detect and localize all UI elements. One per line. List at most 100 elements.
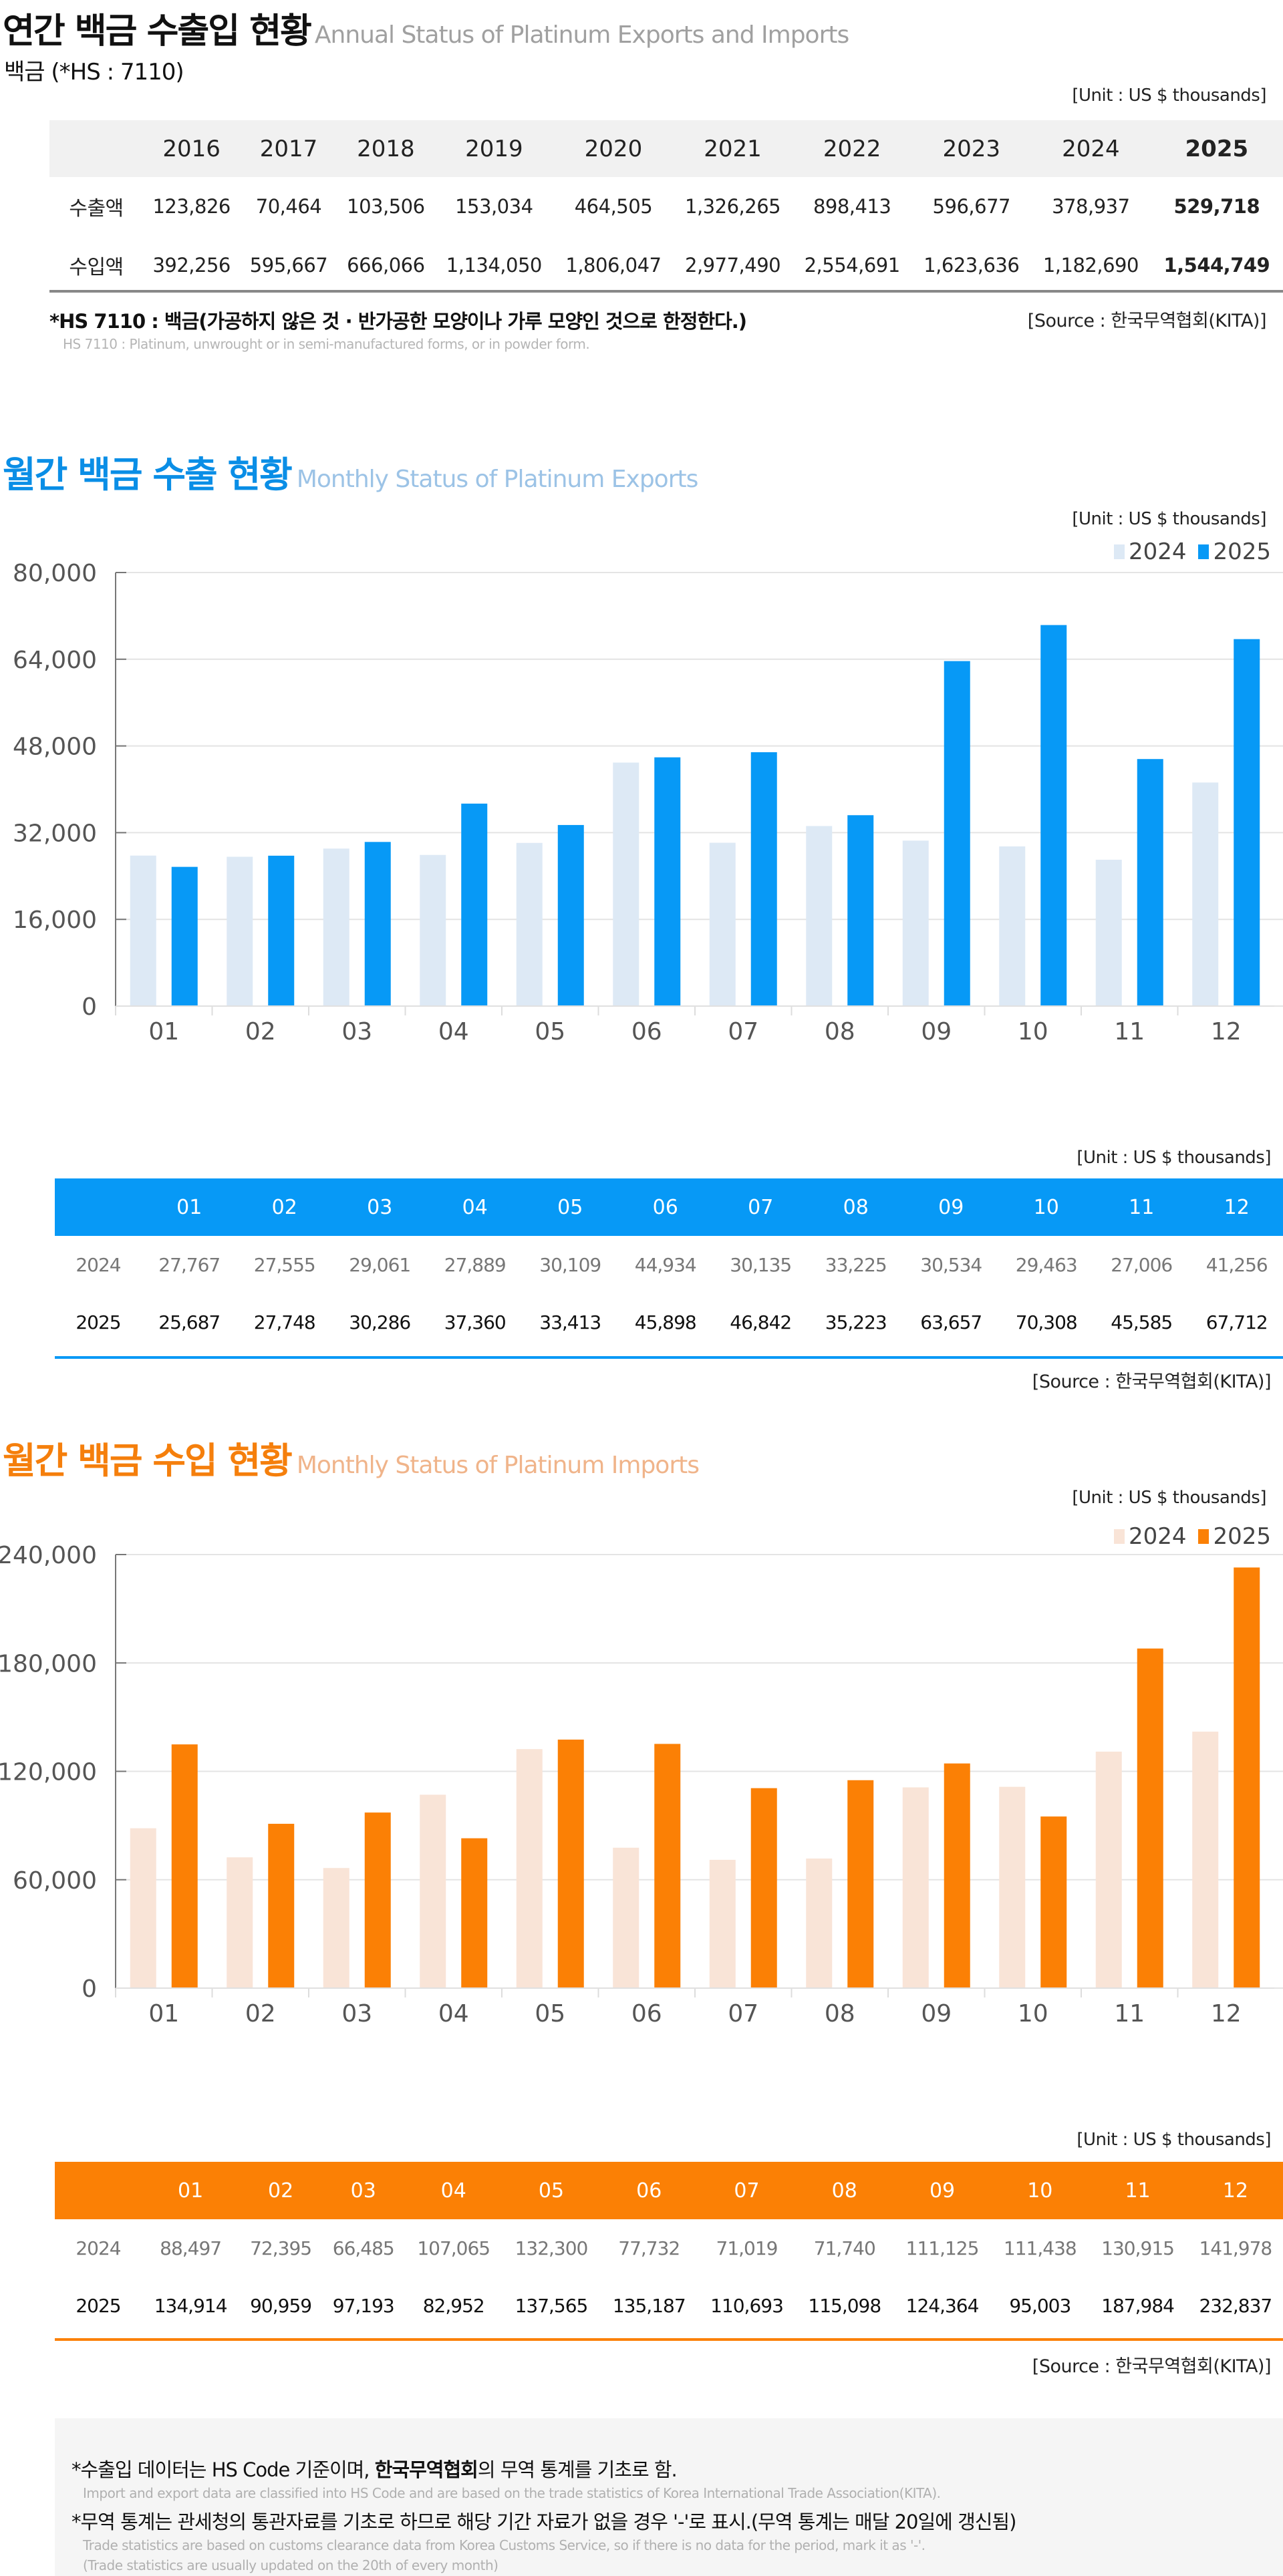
- legend-label-2024: 2024: [1128, 538, 1187, 565]
- month-value-cell: 187,984: [1101, 2294, 1175, 2317]
- x-tick-label: 08: [825, 2000, 855, 2028]
- month-value-cell: 27,006: [1111, 1253, 1173, 1276]
- bar-2024-12: [1192, 782, 1219, 1006]
- imports-title-en: Monthly Status of Platinum Imports: [296, 1452, 700, 1479]
- table-header-blank: [55, 2162, 142, 2219]
- month-value-cell: 45,585: [1111, 1311, 1173, 1333]
- annual-cell: 898,413: [813, 195, 891, 218]
- y-tick-label: 180,000: [0, 1650, 97, 1677]
- annual-cell: 153,034: [455, 195, 533, 218]
- hs-code-label: 백금 (*HS : 7110): [4, 59, 184, 86]
- month-value-cell: 37,360: [444, 1311, 507, 1333]
- month-value-cell: 137,565: [515, 2294, 589, 2317]
- month-header: 06: [636, 2179, 662, 2203]
- month-value-cell: 63,657: [920, 1311, 982, 1333]
- bar-2025-06: [654, 757, 681, 1006]
- bar-2024-01: [130, 855, 156, 1006]
- bar-2024-10: [999, 1786, 1026, 1988]
- footer-notes: *수출입 데이터는 HS Code 기준이며, 한국무역협회의 무역 통계를 기…: [55, 2418, 1283, 2576]
- bar-2024-10: [999, 846, 1026, 1006]
- annual-cell: 70,464: [255, 195, 322, 218]
- month-header: 11: [1129, 1195, 1155, 1219]
- y-tick-label: 80,000: [13, 560, 97, 587]
- month-header: 09: [929, 2179, 956, 2203]
- bar-2024-04: [420, 1794, 446, 1988]
- bar-2025-09: [944, 661, 970, 1006]
- annual-table-header: 2016 2017 2018 2019 2020 2021 2022 2023 …: [49, 120, 1283, 177]
- row-year-label: 2025: [76, 2294, 121, 2317]
- month-header: 05: [538, 2179, 565, 2203]
- y-tick-label: 240,000: [0, 1542, 97, 1569]
- footer-note-2: *무역 통계는 관세청의 통관자료를 기초로 하므로 해당 기간 자료가 없을 …: [72, 2511, 1016, 2533]
- x-tick-label: 02: [245, 1018, 276, 1045]
- annual-title: 연간 백금 수출입 현황 Annual Status of Platinum Ex…: [3, 3, 849, 53]
- annual-cell: 378,937: [1052, 195, 1130, 218]
- month-value-cell: 67,712: [1205, 1311, 1268, 1333]
- annual-row-imports: 수입액 392,256 595,667 666,066 1,134,050 1,…: [49, 236, 1283, 295]
- month-value-cell: 33,225: [825, 1253, 887, 1276]
- bar-2025-10: [1040, 625, 1067, 1006]
- month-value-cell: 72,395: [250, 2237, 312, 2259]
- annual-source: [Source : 한국무역협회(KITA)]: [1027, 311, 1267, 331]
- imports-bar-chart: 0 60,000 120,000 180,000 240,000 01 02 03 04 05 06…: [0, 1542, 1283, 2028]
- x-tick-label: 03: [341, 2000, 372, 2028]
- bar-2024-09: [902, 840, 929, 1006]
- exports-monthly-table: 01 02 03 04 05 06 07 08 09 10 11 12 2024 27,767 27,55…: [55, 1178, 1283, 1351]
- month-value-cell: 107,065: [417, 2237, 490, 2259]
- month-value-cell: 27,767: [158, 1253, 221, 1276]
- month-value-cell: 44,934: [634, 1253, 697, 1276]
- annual-title-en: Annual Status of Platinum Exports and Im…: [314, 21, 849, 49]
- month-value-cell: 111,438: [1003, 2237, 1077, 2259]
- bar-2025-12: [1234, 1567, 1260, 1988]
- annual-cell: 123,826: [152, 195, 231, 218]
- bar-2024-11: [1095, 859, 1122, 1006]
- x-tick-label: 05: [535, 2000, 565, 2028]
- annual-cell: 103,506: [347, 195, 425, 218]
- month-header: 12: [1222, 2179, 1248, 2203]
- y-tick-label: 0: [82, 993, 97, 1021]
- annual-cell: 1,326,265: [685, 195, 781, 218]
- month-header: 02: [271, 1195, 297, 1219]
- annual-cell: 596,677: [932, 195, 1011, 218]
- hs-note: *HS 7110 : 백금(가공하지 않은 것 · 반가공한 모양이나 가루 모…: [49, 310, 747, 333]
- month-value-cell: 45,898: [634, 1311, 697, 1333]
- legend-swatch-2025: [1198, 1529, 1209, 1544]
- x-tick-label: 09: [921, 2000, 952, 2028]
- annual-title-ko: 연간 백금 수출입 현황: [3, 11, 312, 51]
- bar-2025-09: [944, 1763, 970, 1988]
- bar-2025-04: [461, 803, 488, 1006]
- exports-title-en: Monthly Status of Platinum Exports: [296, 466, 699, 493]
- imports-table-row-2025: 2025 134,914 90,959 97,193 82,952 137,565 135,…: [55, 2277, 1283, 2334]
- y-tick-label: 0: [82, 1975, 97, 2003]
- bar-2025-02: [268, 855, 295, 1006]
- bar-2024-08: [806, 1859, 833, 1988]
- annual-cell: 1,806,047: [565, 254, 662, 277]
- bar-2025-05: [557, 1740, 584, 1988]
- exports-table-unit: [Unit : US $ thousands]: [1077, 1148, 1271, 1168]
- exports-title: 월간 백금 수출 현황 Monthly Status of Platinum Ex…: [3, 445, 698, 498]
- row-year-label: 2025: [76, 1311, 121, 1333]
- month-header: 03: [350, 2179, 376, 2203]
- row-label: 수출액: [69, 197, 124, 220]
- month-value-cell: 95,003: [1009, 2294, 1071, 2317]
- x-tick-label: 09: [921, 1018, 952, 1045]
- footer-note-1-post: 의 무역 통계를 기초로 함.: [477, 2458, 678, 2481]
- annual-cell: 666,066: [347, 254, 425, 277]
- x-tick-label: 12: [1211, 1018, 1242, 1045]
- legend-label-2025: 2025: [1213, 538, 1271, 565]
- month-header: 08: [831, 2179, 857, 2203]
- x-tick-label: 06: [631, 2000, 662, 2028]
- legend-label-2025: 2025: [1213, 1523, 1271, 1550]
- month-value-cell: 132,300: [515, 2237, 589, 2259]
- month-value-cell: 82,952: [422, 2294, 485, 2317]
- annual-year-header: 2021: [673, 120, 793, 177]
- month-value-cell: 27,889: [444, 1253, 507, 1276]
- x-tick-label: 05: [535, 1018, 565, 1045]
- bar-2025-01: [171, 1744, 198, 1988]
- bar-2024-03: [323, 1868, 349, 1988]
- annual-year-header: 2024: [1031, 120, 1151, 177]
- imports-table-bottom-rule: [55, 2338, 1283, 2341]
- footer-note-1-pre: *수출입 데이터는 HS Code 기준이며,: [72, 2458, 375, 2481]
- month-header: 04: [440, 2179, 466, 2203]
- hs-note-en: HS 7110 : Platinum, unwrought or in semi…: [63, 336, 590, 352]
